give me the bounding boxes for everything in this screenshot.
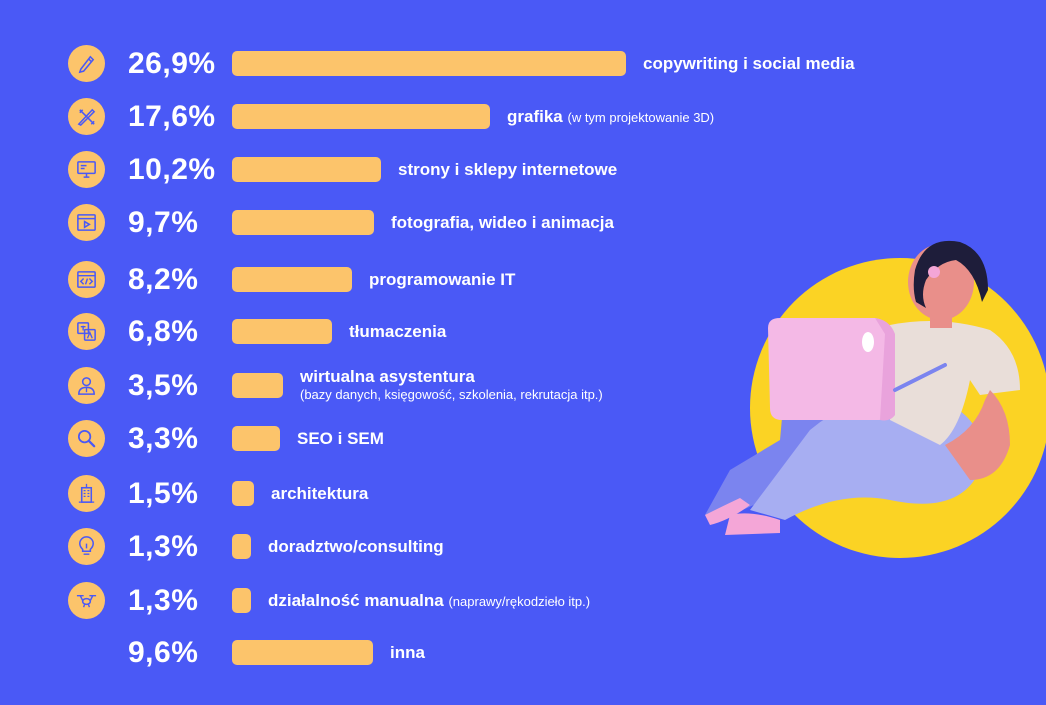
category-name: grafika [507,107,563,126]
category-label: tłumaczenia [349,313,446,350]
category-name: programowanie IT [369,270,516,289]
category-name: wirtualna asystentura [300,367,475,386]
bar-row: 8,2% programowanie IT [0,261,1046,301]
pencil-ruler-icon [68,98,105,135]
value-label: 1,3% [128,584,199,617]
value-label: 3,3% [128,422,199,455]
category-name: tłumaczenia [349,322,447,341]
category-name: inna [390,643,425,662]
bar [232,481,254,506]
pen-icon [68,45,105,82]
category-label: fotografia, wideo i animacja [391,204,614,241]
category-note: (naprawy/rękodzieło itp.) [448,594,591,609]
category-name: copywriting i social media [643,54,855,73]
bar [232,534,251,559]
bar-row: 3,3% SEO i SEM [0,420,1046,460]
value-label: 26,9% [128,47,216,80]
category-label: doradztwo/consulting [268,528,444,565]
value-label: 17,6% [128,100,216,133]
category-note: (bazy danych, księgowość, szkolenia, rek… [300,387,603,402]
category-name: działalność manualna [268,591,444,610]
category-name: fotografia, wideo i animacja [391,213,614,232]
bar-row: 1,3% doradztwo/consulting [0,528,1046,568]
category-name: strony i sklepy internetowe [398,160,618,179]
bar [232,210,374,235]
category-label: programowanie IT [369,261,515,298]
magnifier-icon [68,420,105,457]
bar [232,319,332,344]
building-icon [68,475,105,512]
bar [232,51,626,76]
category-note: (w tym projektowanie 3D) [567,110,715,125]
bar [232,157,381,182]
bar-row: 9,6% inna [0,634,1046,674]
code-window-icon [68,261,105,298]
bar [232,104,490,129]
lightbulb-icon [68,528,105,565]
bar-row: 9,7% fotografia, wideo i animacja [0,204,1046,244]
woman-with-laptop-illustration [705,240,1046,558]
category-label: copywriting i social media [643,45,855,82]
value-label: 6,8% [128,315,199,348]
bar-row: 10,2% strony i sklepy internetowe [0,151,1046,191]
category-label: architektura [271,475,368,512]
value-label: 9,6% [128,636,199,669]
bar-row: 17,6% grafika (w tym projektowanie 3D) [0,98,1046,138]
assistant-person-icon [68,367,105,404]
bar-row: 26,9% copywriting i social media [0,45,1046,85]
video-player-icon [68,204,105,241]
bar [232,426,280,451]
category-label: grafika (w tym projektowanie 3D) [507,98,714,135]
category-label: inna [390,634,425,671]
bar-row: 3,5% wirtualna asystentura (bazy danych, k… [0,367,1046,407]
value-label: 1,5% [128,477,199,510]
category-name: architektura [271,484,369,503]
bar [232,588,251,613]
drone-icon [68,582,105,619]
monitor-icon [68,151,105,188]
bar-row: 6,8% tłumaczenia [0,313,1046,353]
bar [232,267,352,292]
bar-row: 1,3% działalność manualna (naprawy/rękodz… [0,582,1046,622]
category-name: doradztwo/consulting [268,537,444,556]
category-name: SEO i SEM [297,429,384,448]
bar-row: 1,5% architektura [0,475,1046,515]
value-label: 8,2% [128,263,199,296]
translate-icon [68,313,105,350]
category-label: działalność manualna (naprawy/rękodzieło… [268,582,590,619]
category-label: strony i sklepy internetowe [398,151,617,188]
category-label: SEO i SEM [297,420,384,457]
bar [232,640,373,665]
value-label: 1,3% [128,530,199,563]
value-label: 9,7% [128,206,199,239]
value-label: 3,5% [128,369,199,402]
bar [232,373,283,398]
value-label: 10,2% [128,153,216,186]
category-label: wirtualna asystentura (bazy danych, księg… [300,368,603,405]
